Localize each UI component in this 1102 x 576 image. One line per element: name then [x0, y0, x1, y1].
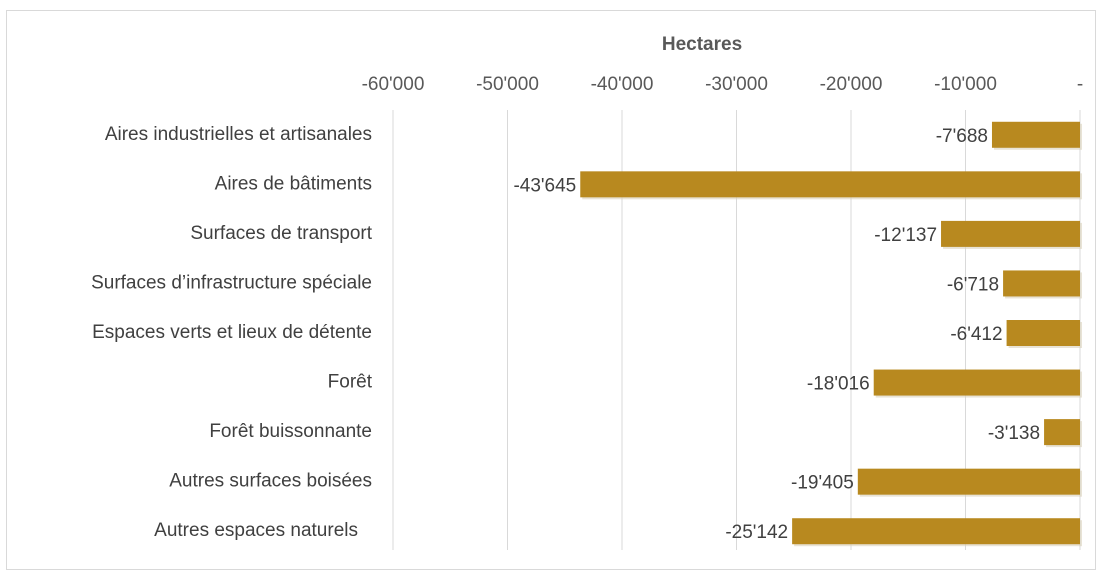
y-tick-label: Forêt buissonnante — [209, 421, 372, 442]
bar — [1003, 270, 1080, 297]
value-label: -3'138 — [988, 423, 1040, 444]
bar — [941, 220, 1080, 247]
y-tick-label: Forêt — [328, 372, 373, 393]
x-tick-label: -20'000 — [820, 74, 883, 95]
bar — [1044, 419, 1080, 446]
value-label: -19'405 — [791, 473, 854, 494]
x-tick-label: -40'000 — [591, 74, 654, 95]
bar — [792, 518, 1080, 545]
value-label: -43'645 — [513, 175, 576, 196]
x-tick-label: -50'000 — [476, 74, 539, 95]
bar — [873, 369, 1080, 396]
y-tick-label: Surfaces d’infrastructure spéciale — [91, 272, 372, 293]
y-tick-label: Espaces verts et lieux de détente — [92, 322, 372, 343]
value-label: -12'137 — [874, 225, 937, 246]
y-tick-label: Surfaces de transport — [190, 223, 372, 244]
bar — [1006, 320, 1080, 346]
value-label: -7'688 — [936, 126, 988, 147]
bar — [580, 171, 1080, 198]
value-label: -6'718 — [947, 274, 999, 295]
x-tick-label: - — [1077, 74, 1083, 95]
value-label: -6'412 — [950, 324, 1002, 345]
bar — [857, 468, 1080, 495]
x-tick-label: -30'000 — [705, 74, 768, 95]
x-tick-label: -60'000 — [362, 74, 425, 95]
bar — [991, 121, 1080, 148]
y-tick-label: Aires de bâtiments — [215, 173, 372, 194]
y-tick-label: Aires industrielles et artisanales — [105, 124, 372, 145]
axis-title: Hectares — [662, 34, 742, 55]
y-tick-label: Autres surfaces boisées — [169, 471, 372, 492]
value-label: -25'142 — [725, 522, 788, 543]
value-label: -18'016 — [807, 374, 870, 395]
x-tick-label: -10'000 — [934, 74, 997, 95]
y-tick-label: Autres espaces naturels — [154, 520, 358, 541]
